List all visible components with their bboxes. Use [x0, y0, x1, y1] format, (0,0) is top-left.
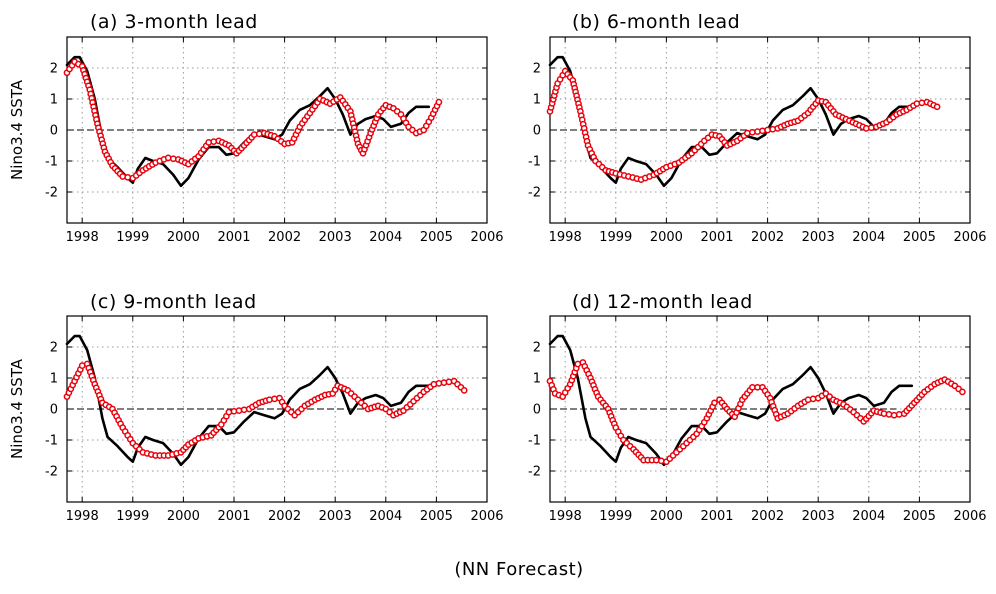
- x-tick-label: 1998: [66, 509, 99, 524]
- y-tick-label: 2: [533, 341, 541, 356]
- panel-title: (a) 3-month lead: [90, 11, 258, 33]
- x-tick-label: 2003: [319, 230, 352, 245]
- forecast-point: [759, 127, 766, 135]
- forecast-point: [460, 387, 468, 394]
- y-tick-label: -1: [45, 155, 58, 170]
- chart-panel-2: 1998 1999 2000 2001 2002 2003 2004 2005 2006 -2 -1…: [8, 291, 504, 524]
- forecast-point: [235, 407, 243, 414]
- y-tick-label: 2: [533, 62, 541, 77]
- y-tick-label: 1: [50, 93, 58, 108]
- forecast-point: [250, 131, 258, 138]
- x-tick-label: 2005: [903, 509, 936, 524]
- x-tick-label: 2002: [751, 509, 784, 524]
- forecast-point: [435, 98, 443, 106]
- x-tick-label: 2006: [470, 509, 503, 524]
- x-tick-label: 2000: [167, 509, 200, 524]
- y-tick-label: -2: [45, 186, 58, 201]
- forecast-point: [749, 128, 756, 136]
- forecast-point: [657, 457, 665, 465]
- x-tick-label: 2001: [217, 509, 250, 524]
- y-axis-label: Nino3.4 SSTA: [8, 79, 26, 180]
- x-tick-label: 2004: [369, 509, 402, 524]
- forecast-point: [764, 126, 771, 134]
- x-tick-label: 2002: [268, 230, 301, 245]
- x-tick-label: 2001: [700, 509, 733, 524]
- observed-series-line: [65, 334, 431, 467]
- x-tick-label: 2004: [852, 509, 885, 524]
- panel-title: (b) 6-month lead: [572, 11, 740, 33]
- y-tick-label: 1: [533, 372, 541, 387]
- x-tick-label: 1999: [116, 230, 149, 245]
- x-tick-label: 1999: [116, 509, 149, 524]
- y-tick-label: -2: [528, 186, 541, 201]
- y-tick-label: -1: [528, 434, 541, 449]
- x-tick-label: 2001: [700, 230, 733, 245]
- forecast-point: [435, 380, 443, 387]
- x-tick-label: 2002: [751, 230, 784, 245]
- forecast-point: [809, 395, 817, 403]
- forecast-point: [890, 411, 898, 419]
- forecast-point: [711, 399, 718, 407]
- forecast-point: [240, 406, 248, 414]
- x-tick-label: 2003: [319, 509, 352, 524]
- y-axis-label: Nino3.4 SSTA: [8, 358, 26, 459]
- y-tick-label: -2: [528, 465, 541, 480]
- x-tick-label: 1999: [599, 509, 632, 524]
- forecast-point: [124, 173, 132, 181]
- x-tick-label: 2003: [802, 230, 835, 245]
- forecast-point: [918, 99, 926, 107]
- x-tick-label: 2000: [167, 230, 200, 245]
- chart-panel-0: 1998 1999 2000 2001 2002 2003 2004 2005 2006 -2 -1…: [8, 11, 504, 245]
- forecast-point: [225, 408, 233, 416]
- x-tick-label: 2002: [268, 509, 301, 524]
- x-tick-label: 2004: [852, 230, 885, 245]
- forecast-point: [445, 378, 453, 386]
- x-tick-label: 2005: [903, 230, 936, 245]
- observed-series-line: [548, 334, 914, 467]
- y-tick-label: 2: [50, 62, 58, 77]
- y-tick-label: 1: [50, 372, 58, 387]
- y-tick-label: 0: [533, 124, 541, 139]
- x-tick-label: 2005: [420, 509, 453, 524]
- forecast-point: [959, 388, 966, 396]
- forecast-point: [933, 103, 941, 111]
- chart-panel-3: 1998 1999 2000 2001 2002 2003 2004 2005 2006 -2 -1…: [528, 291, 987, 524]
- figure-caption: (NN Forecast): [454, 559, 583, 580]
- chart-panel-1: 1998 1999 2000 2001 2002 2003 2004 2005 2006 -2 -1…: [528, 11, 987, 245]
- x-tick-label: 2006: [470, 230, 503, 245]
- panel-title: (d) 12-month lead: [572, 291, 753, 313]
- x-tick-label: 2000: [650, 509, 683, 524]
- y-tick-label: 0: [50, 124, 58, 139]
- x-tick-label: 2003: [802, 509, 835, 524]
- chart-panels: 1998 1999 2000 2001 2002 2003 2004 2005 2006-2-1…: [8, 11, 987, 524]
- x-tick-label: 1999: [599, 230, 632, 245]
- y-tick-label: -2: [45, 465, 58, 480]
- forecast-point: [885, 411, 893, 418]
- forecast-point: [867, 124, 875, 132]
- y-tick-label: -1: [528, 155, 541, 170]
- x-tick-label: 2001: [217, 230, 250, 245]
- forecast-point: [743, 129, 751, 137]
- y-tick-label: 0: [533, 403, 541, 418]
- x-tick-label: 2006: [953, 230, 986, 245]
- x-tick-label: 2000: [650, 230, 683, 245]
- y-tick-label: 0: [50, 403, 58, 418]
- panel-title: (c) 9-month lead: [90, 291, 257, 313]
- y-tick-label: 2: [50, 341, 58, 356]
- x-tick-label: 1998: [66, 230, 99, 245]
- y-tick-label: 1: [533, 93, 541, 108]
- x-tick-label: 2004: [369, 230, 402, 245]
- x-tick-label: 2006: [953, 509, 986, 524]
- x-tick-label: 1998: [549, 509, 582, 524]
- x-tick-label: 1998: [549, 230, 582, 245]
- y-tick-label: -1: [45, 434, 58, 449]
- forecast-point: [266, 396, 273, 404]
- forecast-point: [164, 154, 172, 162]
- forecast-point: [210, 138, 218, 145]
- x-tick-label: 2005: [420, 230, 453, 245]
